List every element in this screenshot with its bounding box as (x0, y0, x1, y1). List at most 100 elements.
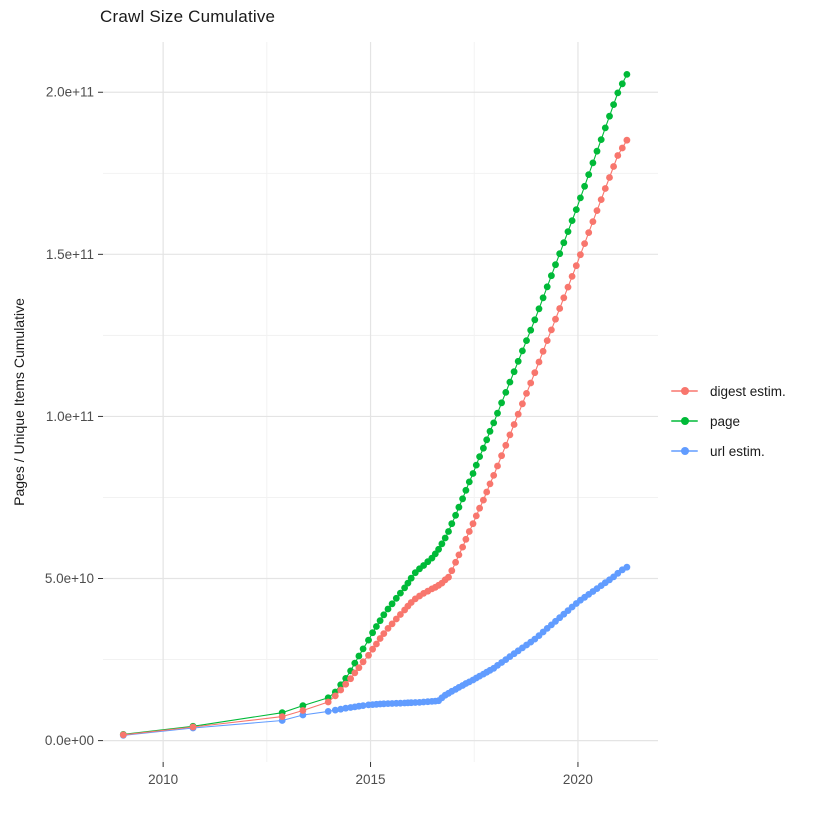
data-point-digest (459, 543, 466, 551)
data-point-digest (606, 174, 613, 181)
data-point-page (506, 378, 514, 386)
data-point-digest (388, 620, 396, 628)
data-point-page (401, 584, 408, 592)
data-point-page (531, 316, 539, 324)
data-point-digest (568, 273, 576, 280)
data-point-digest (452, 558, 459, 566)
data-point-digest (189, 723, 197, 731)
data-point-digest (556, 305, 564, 312)
data-point-page (376, 617, 384, 625)
data-point-page (527, 326, 535, 334)
legend-label: page (710, 413, 741, 429)
data-point-digest (486, 480, 494, 488)
data-point-page (445, 528, 452, 535)
data-point-page (564, 228, 572, 236)
data-point-digest (543, 337, 551, 344)
data-point-page (369, 629, 376, 637)
data-point-page (523, 337, 530, 344)
data-point-page (618, 80, 626, 88)
data-point-page (448, 520, 456, 528)
data-point-page (601, 124, 609, 132)
data-point-page (548, 272, 555, 280)
data-point-digest (469, 520, 477, 528)
data-point-digest (347, 675, 354, 683)
data-point-digest (618, 144, 626, 152)
data-point-url (324, 708, 332, 715)
data-point-digest (623, 136, 631, 144)
data-point-digest (585, 229, 593, 237)
data-point-page (455, 503, 463, 511)
data-point-page (359, 645, 367, 653)
data-point-page (441, 534, 449, 542)
data-point-digest (506, 431, 514, 439)
data-point-page (502, 389, 510, 396)
grid-minor (103, 42, 658, 762)
data-point-page (510, 368, 518, 376)
data-point-page (480, 444, 487, 452)
data-point-digest (365, 651, 372, 659)
data-point-digest (465, 528, 473, 535)
data-point-page (384, 605, 392, 613)
data-point-digest (445, 573, 452, 581)
data-point-digest (490, 472, 498, 479)
digest-legend-marker-icon (670, 376, 700, 406)
data-point-page (593, 147, 601, 155)
data-point-page (472, 461, 480, 469)
legend-label: url estim. (710, 443, 765, 459)
data-point-digest (535, 358, 543, 366)
data-point-page (543, 283, 551, 291)
data-point-page (610, 101, 617, 108)
legend-item-digest: digest estim. (670, 376, 786, 406)
chart-title: Crawl Size Cumulative (100, 7, 276, 26)
legend-label: digest estim. (710, 383, 786, 399)
y-tick-label: 1.5e+11 (46, 247, 94, 262)
data-point-page (452, 511, 459, 519)
data-point-page (552, 261, 559, 269)
data-point-digest (523, 390, 530, 397)
data-point-digest (514, 410, 522, 418)
panel-background (103, 42, 658, 762)
data-point-digest (597, 196, 605, 204)
data-point-page (514, 357, 522, 365)
legend: digest estim. page url estim. (670, 376, 786, 466)
data-point-page (560, 239, 568, 247)
data-point-digest (397, 611, 404, 618)
data-point-digest (581, 240, 588, 248)
data-point-digest (119, 731, 127, 739)
data-point-digest (373, 640, 380, 648)
data-point-url (623, 563, 631, 571)
data-point-digest (359, 658, 367, 666)
data-point-page (462, 486, 470, 494)
data-point-page (469, 470, 477, 477)
data-point-digest (483, 488, 491, 496)
data-point-page (585, 171, 593, 179)
data-point-page (407, 574, 415, 582)
data-point-digest (564, 283, 572, 291)
data-point-digest (480, 496, 487, 504)
data-point-page (572, 206, 580, 214)
data-point-digest (502, 441, 510, 449)
url-legend-marker-icon (670, 436, 700, 466)
data-point-digest (510, 421, 518, 428)
data-point-page (355, 652, 363, 660)
data-point-page (539, 294, 547, 302)
data-point-page (614, 89, 622, 97)
data-point-url (359, 702, 367, 709)
data-point-digest (455, 551, 463, 559)
x-tick-label: 2015 (356, 772, 386, 787)
data-point-digest (494, 462, 501, 470)
data-point-digest (448, 567, 456, 575)
data-point-page (337, 681, 345, 689)
data-point-page (589, 159, 597, 167)
data-point-digest (380, 630, 388, 637)
legend-item-page: page (670, 406, 786, 436)
data-point-digest (552, 315, 559, 323)
data-point-digest (369, 645, 376, 653)
data-point-page (435, 545, 442, 553)
data-point-url (331, 706, 339, 714)
y-tick-label: 5.0e+10 (45, 571, 94, 586)
legend-item-url: url estim. (670, 436, 786, 466)
data-point-page (556, 250, 564, 258)
data-point-digest (476, 504, 483, 512)
